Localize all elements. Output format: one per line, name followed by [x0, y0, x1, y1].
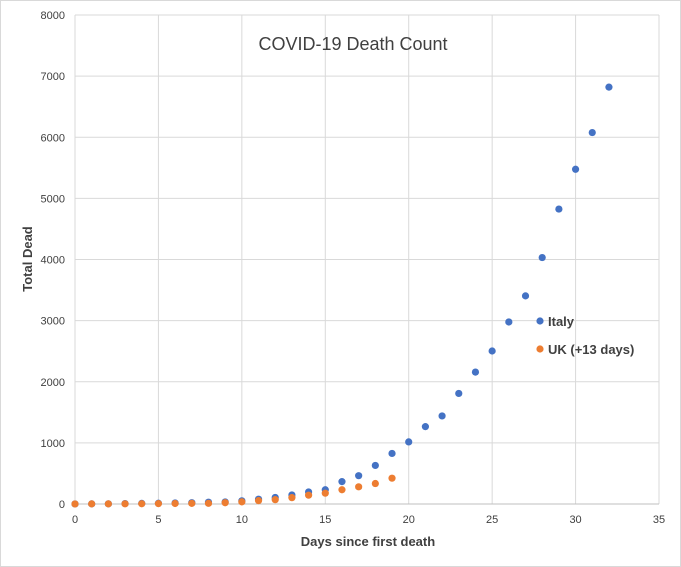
legend-label: UK (+13 days) [548, 342, 634, 357]
x-tick-label: 5 [155, 514, 161, 526]
data-point [71, 500, 79, 508]
legend-marker [536, 317, 544, 325]
x-tick-label: 15 [319, 514, 331, 526]
data-point [371, 461, 379, 470]
data-point [221, 499, 229, 507]
data-point [355, 472, 363, 480]
x-tick-label: 0 [72, 514, 78, 526]
y-tick-label: 0 [59, 499, 65, 511]
data-point [138, 500, 146, 508]
data-point [471, 368, 480, 376]
y-tick-label: 5000 [41, 193, 65, 205]
y-tick-label: 4000 [41, 255, 65, 267]
data-point [421, 423, 429, 431]
y-axis-ticks: 0 1000 2000 3000 4000 5000 6000 7000 8000 [41, 10, 65, 511]
data-point [338, 478, 346, 486]
y-tick-label: 6000 [41, 132, 65, 144]
data-point [405, 438, 413, 446]
data-point [388, 449, 396, 458]
data-point [188, 499, 196, 507]
data-point [104, 500, 112, 508]
legend: Italy UK (+13 days) [536, 314, 634, 357]
data-point [371, 479, 379, 488]
data-point [538, 253, 546, 262]
data-point [605, 83, 613, 91]
data-point [355, 483, 363, 491]
data-point [238, 498, 246, 506]
y-tick-label: 7000 [41, 71, 65, 83]
data-point [521, 292, 530, 300]
x-tick-label: 20 [403, 514, 415, 526]
x-tick-label: 10 [236, 514, 248, 526]
data-point [571, 165, 580, 173]
data-point [338, 486, 346, 494]
y-tick-label: 3000 [41, 316, 65, 328]
data-point [154, 500, 163, 508]
y-axis-title: Total Dead [20, 226, 35, 292]
data-point [455, 389, 463, 398]
data-point [254, 497, 263, 505]
data-point [288, 494, 296, 502]
data-point [388, 474, 396, 482]
y-tick-label: 1000 [41, 438, 65, 450]
data-point [305, 491, 313, 499]
data-point [321, 489, 329, 497]
data-point [171, 499, 179, 508]
data-point [488, 347, 496, 355]
gridlines [74, 14, 660, 505]
y-tick-label: 8000 [41, 10, 65, 22]
x-tick-label: 30 [569, 514, 581, 526]
data-point [555, 205, 563, 213]
series-1 [71, 474, 396, 508]
legend-marker [536, 345, 544, 353]
data-points [71, 83, 613, 508]
data-point [121, 500, 129, 508]
data-point [204, 499, 213, 507]
data-point [271, 496, 279, 504]
y-tick-label: 2000 [41, 377, 65, 389]
data-point [88, 500, 96, 508]
x-tick-label: 35 [653, 514, 665, 526]
data-point [588, 128, 596, 137]
legend-label: Italy [548, 314, 575, 329]
x-axis-title: Days since first death [301, 534, 435, 549]
data-point [438, 412, 446, 420]
data-point [505, 318, 513, 326]
x-tick-label: 25 [486, 514, 498, 526]
chart-title: COVID-19 Death Count [258, 34, 447, 54]
x-axis-ticks: 0 5 10 15 20 25 30 35 [72, 514, 665, 526]
